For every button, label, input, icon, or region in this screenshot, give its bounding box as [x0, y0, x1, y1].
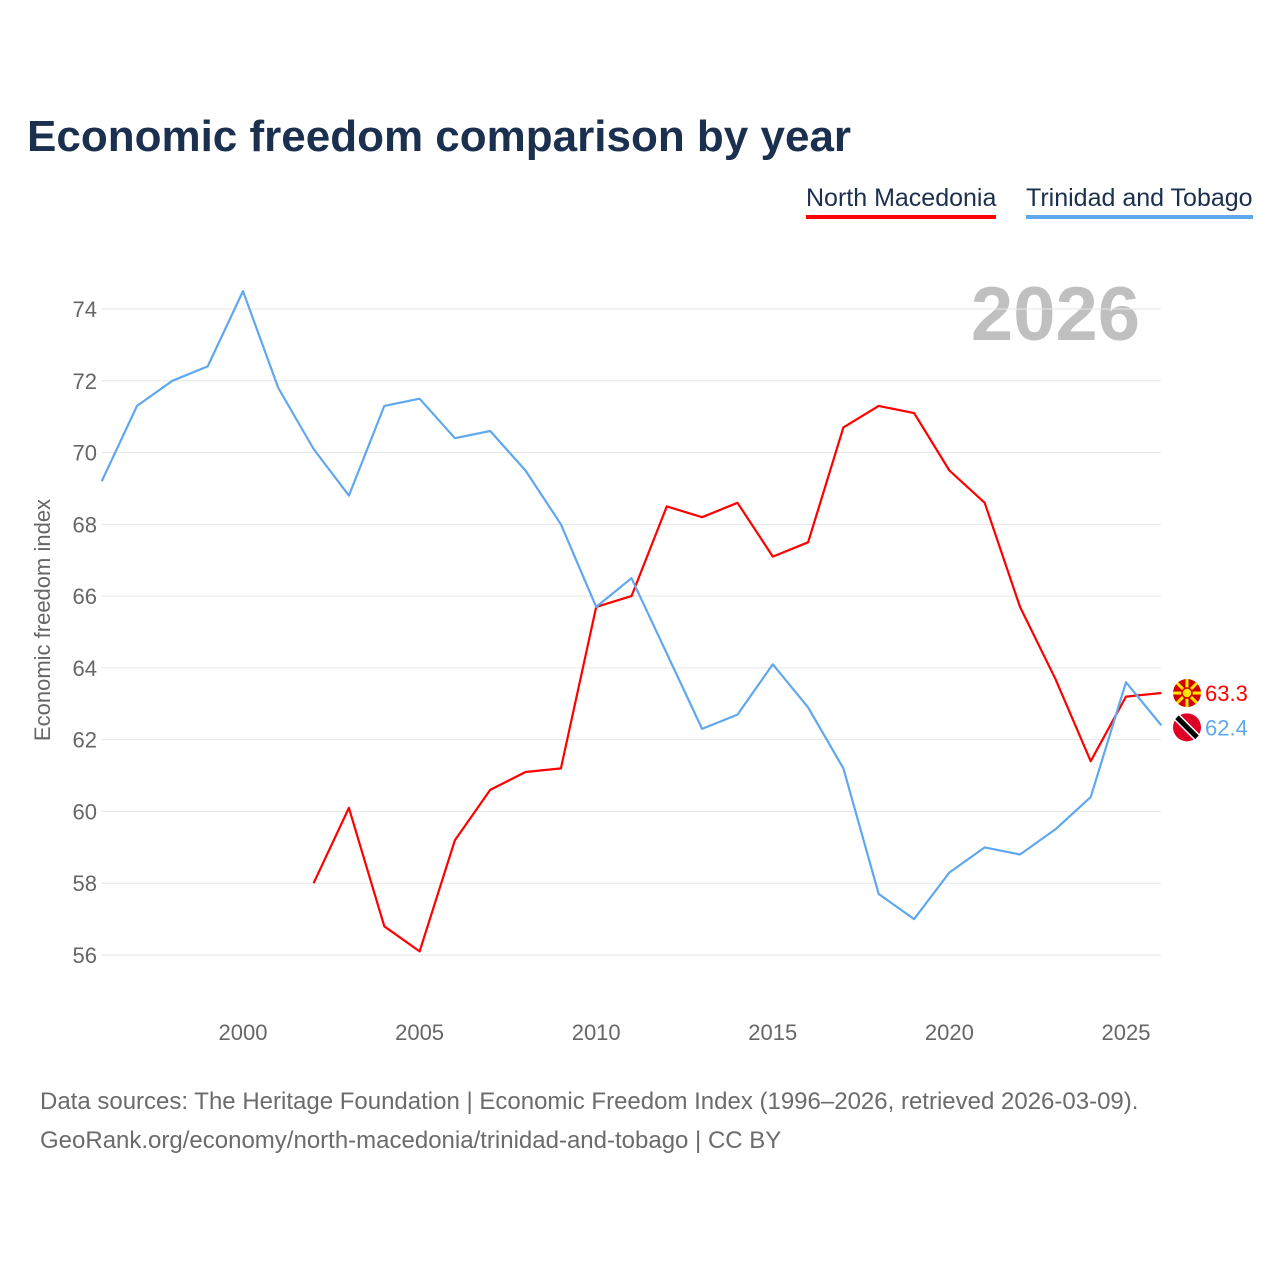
- y-tick-label: 74: [73, 297, 97, 322]
- x-tick-label: 2005: [395, 1020, 444, 1045]
- y-tick-label: 60: [73, 799, 97, 824]
- y-tick-label: 68: [73, 512, 97, 537]
- y-tick-label: 72: [73, 369, 97, 394]
- x-tick-label: 2000: [219, 1020, 268, 1045]
- x-tick-label: 2020: [925, 1020, 974, 1045]
- end-value-label: 63.3: [1205, 681, 1248, 706]
- x-tick-label: 2010: [572, 1020, 621, 1045]
- flag-stripe-black: [1175, 715, 1199, 740]
- series-line-trinidad-and-tobago: [100, 290, 1163, 921]
- y-tick-label: 70: [73, 441, 97, 466]
- y-tick-label: 66: [73, 584, 97, 609]
- flag-sun: [1181, 687, 1193, 699]
- legend-trinidad-and-tobago[interactable]: Trinidad and Tobago: [1026, 184, 1253, 219]
- footer-sources: Data sources: The Heritage Foundation | …: [40, 1088, 1139, 1115]
- end-value-label: 62.4: [1205, 715, 1248, 740]
- year-watermark: 2026: [971, 272, 1140, 357]
- series-line-north-macedonia: [312, 404, 1162, 953]
- y-tick-label: 58: [73, 871, 97, 896]
- y-tick-label: 62: [73, 728, 97, 753]
- y-axis-label: Economic freedom index: [30, 499, 55, 741]
- footer-link[interactable]: GeoRank.org/economy/north-macedonia/trin…: [40, 1127, 782, 1154]
- y-tick-label: 56: [73, 943, 97, 968]
- x-tick-label: 2015: [748, 1020, 797, 1045]
- legend-north-macedonia[interactable]: North Macedonia: [806, 184, 997, 219]
- x-tick-label: 2025: [1102, 1020, 1151, 1045]
- y-tick-label: 64: [73, 656, 97, 681]
- chart-title: Economic freedom comparison by year: [27, 112, 852, 161]
